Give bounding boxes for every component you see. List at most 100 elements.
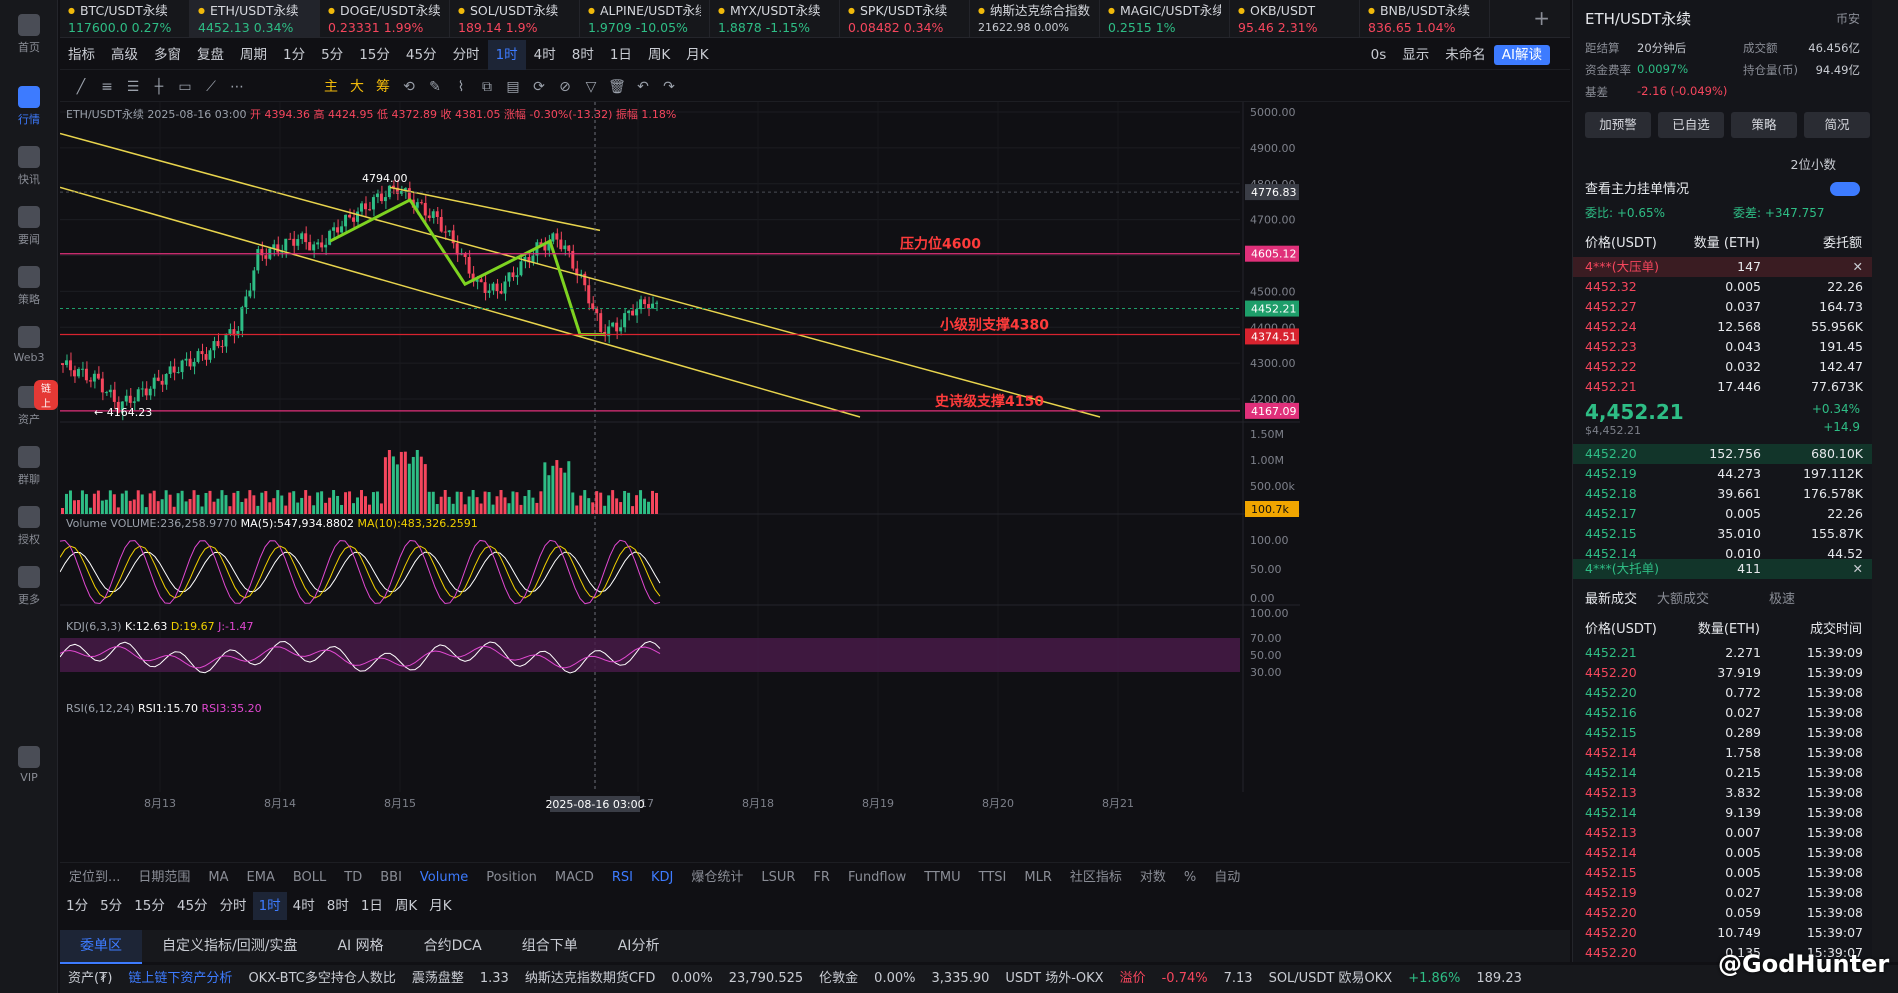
sidebar-item-1[interactable]: 行情 [0, 86, 58, 127]
book-row[interactable]: 4452.17 0.005 22.26 [1573, 504, 1873, 524]
indicator-tab[interactable]: RSI [611, 870, 633, 885]
sidebar-item-4[interactable]: 策略 [0, 266, 58, 307]
order-tab[interactable]: AI 网格 [337, 938, 384, 954]
indicator-tab[interactable]: FR [813, 870, 830, 885]
status-item[interactable]: 资产(₮) [68, 971, 113, 986]
period-item[interactable]: 1日 [360, 898, 383, 914]
toolbar-item[interactable]: 8时 [571, 47, 594, 63]
draw-tool-icon[interactable]: ⋯ [230, 79, 244, 95]
toolbar-item[interactable]: 5分 [321, 47, 344, 63]
book-row[interactable]: 4452.20 152.756 680.10K [1573, 444, 1873, 464]
period-item[interactable]: 8时 [326, 898, 349, 914]
draw-tool-icon[interactable]: ⟋ [206, 79, 216, 95]
period-item[interactable]: 15分 [134, 898, 165, 914]
book-row[interactable]: 4452.23 0.043 191.45 [1573, 337, 1873, 357]
panel-button[interactable]: 已自选 [1658, 112, 1724, 138]
indicator-tab[interactable]: MA [208, 870, 229, 885]
draw-tool-icon[interactable]: ▭ [178, 79, 192, 95]
big-order-row[interactable]: 4***(大托单) 411 ✕ [1573, 559, 1873, 579]
indicator-tab[interactable]: TTSI [978, 870, 1007, 885]
indicator-tab[interactable]: 爆仓统计 [691, 870, 744, 885]
trades-tab[interactable]: 最新成交 [1585, 592, 1638, 607]
period-item[interactable]: 5分 [100, 898, 123, 914]
indicator-tab[interactable]: Position [486, 870, 537, 885]
indicator-tab[interactable]: LSUR [761, 870, 796, 885]
sidebar-item-9[interactable]: 更多 [0, 566, 58, 607]
sidebar-item-10[interactable]: VIP [0, 746, 58, 784]
panel-button[interactable]: 加预警 [1585, 112, 1651, 138]
order-tab[interactable]: 合约DCA [423, 938, 482, 954]
period-item[interactable]: 月K [429, 898, 452, 914]
decimals-select[interactable]: 2位小数 [1790, 157, 1836, 172]
toolbar-item[interactable]: 指标 [68, 47, 95, 63]
toolbar-item[interactable]: 复盘 [197, 47, 224, 63]
toolbar-right-item[interactable]: 0s [1370, 47, 1387, 63]
indicator-tab[interactable]: MLR [1024, 870, 1052, 885]
indicator-tab[interactable]: 定位到... [69, 870, 121, 885]
overlay-toggle[interactable]: 主 [324, 79, 338, 95]
chart-area[interactable]: 5000.004900.004800.004700.004600.004500.… [60, 102, 1570, 862]
panel-button[interactable]: 简况 [1804, 112, 1870, 138]
sidebar-item-0[interactable]: 首页 [0, 14, 58, 55]
close-icon[interactable]: ✕ [1852, 561, 1863, 576]
period-item[interactable]: 周K [394, 898, 418, 914]
edit-tool-icon[interactable]: ▤ [506, 79, 520, 95]
order-tab[interactable]: AI分析 [617, 938, 660, 954]
order-tab[interactable]: 组合下单 [521, 938, 578, 954]
draw-tool-icon[interactable]: ┼ [154, 79, 164, 95]
toolbar-item[interactable]: 高级 [111, 47, 138, 63]
period-item[interactable]: 1分 [66, 898, 89, 914]
toolbar-item[interactable]: 15分 [359, 47, 390, 63]
indicator-tab[interactable]: MACD [554, 870, 594, 885]
book-row[interactable]: 4452.14 0.010 44.52 [1573, 544, 1873, 564]
overlay-toggle[interactable]: 筹 [376, 79, 390, 95]
toolbar-right-item[interactable]: 未命名 [1445, 47, 1486, 63]
trades-tab[interactable]: 极速 [1769, 592, 1796, 607]
order-tab[interactable]: 自定义指标/回测/实盘 [162, 938, 298, 954]
draw-tool-icon[interactable]: ╱ [76, 79, 86, 95]
indicator-tab[interactable]: Fundflow [847, 870, 907, 885]
edit-tool-icon[interactable]: ⌇ [457, 79, 465, 95]
toolbar-item[interactable]: 周K [647, 47, 671, 63]
book-row[interactable]: 4452.21 17.446 77.673K [1573, 377, 1873, 397]
indicator-tab[interactable]: BOLL [292, 870, 327, 885]
toolbar-item[interactable]: 4时 [533, 47, 556, 63]
sidebar-item-7[interactable]: 群聊 [0, 446, 58, 487]
toolbar-item[interactable]: 1时 [487, 40, 526, 70]
sidebar-item-2[interactable]: 快讯 [0, 146, 58, 187]
edit-tool-icon[interactable]: ⊘ [559, 79, 571, 95]
book-row[interactable]: 4452.22 0.032 142.47 [1573, 357, 1873, 377]
draw-tool-icon[interactable]: ☰ [126, 79, 140, 95]
edit-tool-icon[interactable]: ⟲ [403, 79, 415, 95]
trades-tab[interactable]: 大额成交 [1657, 592, 1710, 607]
big-order-row[interactable]: 4***(大压单) 147 ✕ [1573, 257, 1873, 277]
toolbar-item[interactable]: 1日 [609, 47, 632, 63]
depth-toggle[interactable] [1830, 182, 1860, 196]
edit-tool-icon[interactable]: ▽ [585, 79, 597, 95]
period-item[interactable]: 分时 [219, 898, 247, 914]
depth-title[interactable]: 查看主力挂单情况 [1585, 182, 1690, 197]
add-tab-icon[interactable]: + [1533, 6, 1550, 30]
indicator-tab[interactable]: % [1183, 870, 1197, 885]
period-item[interactable]: 45分 [176, 898, 208, 914]
book-row[interactable]: 4452.15 35.010 155.87K [1573, 524, 1873, 544]
panel-exchange[interactable]: 币安 [1835, 12, 1860, 26]
period-item[interactable]: 4时 [292, 898, 315, 914]
indicator-tab[interactable]: 对数 [1139, 870, 1166, 885]
edit-tool-icon[interactable]: ↷ [663, 79, 675, 95]
indicator-tab[interactable]: TD [344, 870, 363, 885]
indicator-tab[interactable]: BBI [380, 870, 402, 885]
chart-svg[interactable]: 5000.004900.004800.004700.004600.004500.… [60, 102, 1570, 862]
period-item[interactable]: 1时 [252, 892, 287, 920]
indicator-tab[interactable]: 日期范围 [138, 870, 191, 885]
status-item[interactable]: 链上链下资产分析 [128, 971, 233, 986]
order-tab[interactable]: 委单区 [60, 930, 142, 964]
edit-tool-icon[interactable]: ⧉ [482, 79, 492, 95]
book-row[interactable]: 4452.18 39.661 176.578K [1573, 484, 1873, 504]
